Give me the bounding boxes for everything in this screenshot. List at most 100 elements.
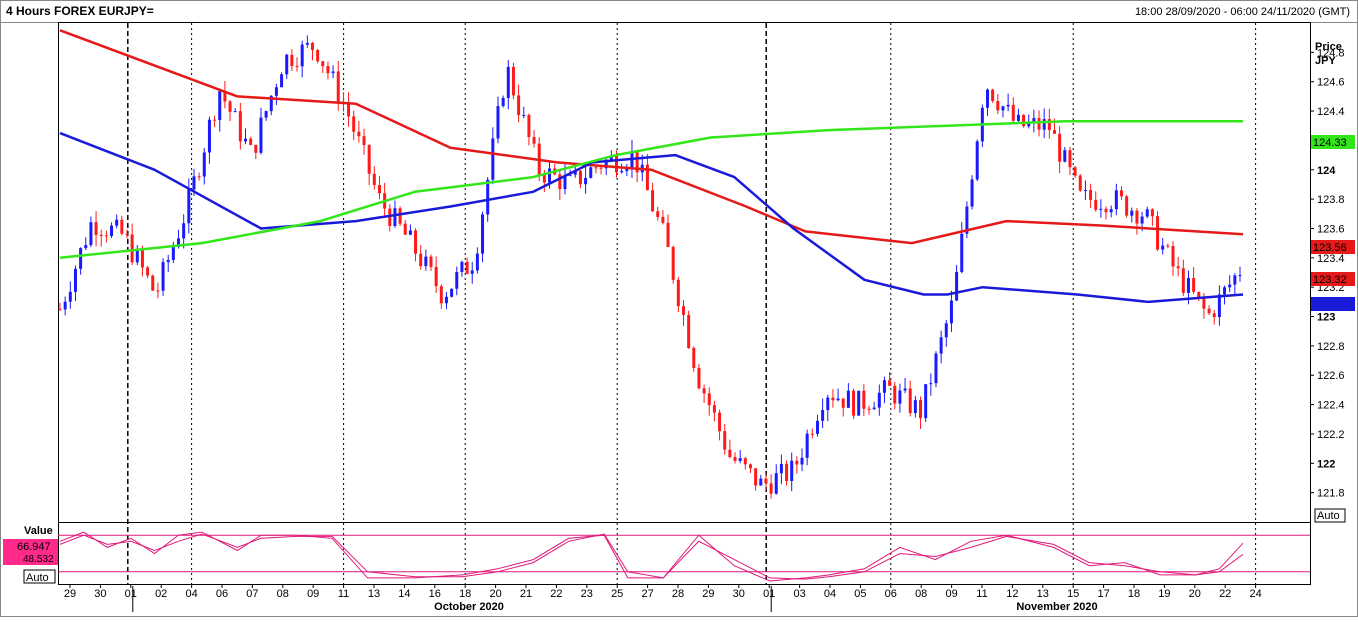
x-tick-label: 18 bbox=[1128, 588, 1140, 600]
candle-body bbox=[934, 353, 938, 384]
candle-body bbox=[73, 268, 77, 292]
candle-body bbox=[852, 390, 856, 416]
candle-body bbox=[568, 174, 572, 176]
candle-body bbox=[439, 286, 443, 304]
x-tick-label: 01 bbox=[125, 588, 137, 600]
candle-body bbox=[192, 176, 196, 190]
candle-body bbox=[651, 190, 655, 212]
x-tick-label: 08 bbox=[277, 588, 289, 600]
candle-body bbox=[388, 208, 392, 226]
candle-body bbox=[1171, 246, 1175, 267]
candle-body bbox=[635, 151, 639, 173]
candle-body bbox=[522, 114, 526, 116]
candle-body bbox=[919, 400, 923, 419]
indicator-tag bbox=[3, 539, 58, 565]
x-tick-label: 19 bbox=[1158, 588, 1170, 600]
candle-body bbox=[408, 230, 412, 235]
price-auto-button[interactable]: Auto bbox=[1314, 508, 1346, 523]
candle-body bbox=[414, 230, 418, 254]
candle-body bbox=[774, 473, 778, 494]
candle-body bbox=[1130, 210, 1134, 216]
candle-body bbox=[1089, 190, 1093, 200]
candle-body bbox=[939, 337, 943, 354]
candle-body bbox=[599, 167, 603, 169]
x-tick-label: 30 bbox=[733, 588, 745, 600]
candle-body bbox=[558, 174, 562, 190]
candle-body bbox=[1001, 106, 1005, 111]
candle-body bbox=[424, 256, 428, 267]
candle-body bbox=[872, 407, 876, 410]
candle-body bbox=[1202, 296, 1206, 309]
candle-body bbox=[511, 66, 515, 96]
candle-body bbox=[213, 119, 217, 121]
candle-body bbox=[244, 138, 248, 142]
candle-body bbox=[1063, 150, 1067, 162]
candle-body bbox=[723, 431, 727, 450]
candle-body bbox=[1037, 118, 1041, 130]
x-tick-label: 24 bbox=[1249, 588, 1261, 600]
candle-body bbox=[481, 214, 485, 254]
candle-body bbox=[1192, 278, 1196, 292]
candle-body bbox=[336, 71, 340, 103]
candle-body bbox=[393, 208, 397, 226]
candle-body bbox=[115, 219, 119, 226]
candle-body bbox=[862, 390, 866, 409]
ma-green-line bbox=[59, 120, 1243, 260]
candle-body bbox=[316, 49, 320, 62]
candle-body bbox=[743, 458, 747, 465]
candle-body bbox=[177, 238, 181, 247]
candle-body bbox=[1181, 268, 1185, 293]
candle-body bbox=[810, 433, 814, 435]
candle-body bbox=[857, 390, 861, 416]
candle-body bbox=[1233, 275, 1237, 285]
indicator-auto-button[interactable]: Auto bbox=[23, 569, 56, 584]
candle-body bbox=[238, 111, 242, 142]
candle-body bbox=[1083, 190, 1087, 191]
candle-body bbox=[166, 260, 170, 263]
candle-body bbox=[197, 176, 201, 178]
candle-body bbox=[419, 253, 423, 267]
candle-body bbox=[970, 179, 974, 207]
candle-body bbox=[1022, 114, 1026, 127]
candle-body bbox=[759, 478, 763, 486]
x-tick-label: 14 bbox=[398, 588, 410, 600]
candle-body bbox=[94, 222, 98, 235]
candle-body bbox=[84, 245, 88, 249]
candle-body bbox=[841, 398, 845, 408]
tag-red-ma: 123.56 bbox=[1311, 240, 1355, 254]
candle-body bbox=[429, 256, 433, 267]
candle-body bbox=[362, 136, 366, 146]
candle-body bbox=[1212, 313, 1216, 318]
candle-body bbox=[1166, 245, 1170, 247]
candle-body bbox=[975, 141, 979, 180]
candle-body bbox=[1176, 266, 1180, 269]
candle-body bbox=[223, 91, 227, 102]
candle-body bbox=[1140, 216, 1144, 224]
candle-body bbox=[450, 288, 454, 297]
x-tick-label: 17 bbox=[1097, 588, 1109, 600]
indicator bbox=[58, 531, 1310, 582]
candle-body bbox=[135, 250, 139, 263]
x-tick-label: 15 bbox=[1067, 588, 1079, 600]
x-tick-label: 27 bbox=[641, 588, 653, 600]
candle-body bbox=[955, 271, 959, 301]
candle-body bbox=[1073, 167, 1077, 176]
x-tick-label: 22 bbox=[1219, 588, 1231, 600]
candle-body bbox=[506, 66, 510, 98]
candle-body bbox=[1052, 130, 1056, 134]
x-tick-label: 04 bbox=[185, 588, 197, 600]
candle-body bbox=[949, 300, 953, 324]
candle-body bbox=[305, 42, 309, 45]
candle-body bbox=[233, 111, 237, 113]
x-tick-label: 05 bbox=[854, 588, 866, 600]
candle-body bbox=[310, 42, 314, 50]
candle-body bbox=[1207, 308, 1211, 314]
candle-body bbox=[1228, 284, 1232, 288]
candle-body bbox=[815, 420, 819, 434]
candle-body bbox=[1145, 209, 1149, 217]
moving-averages bbox=[59, 29, 1244, 304]
candle-body bbox=[1068, 150, 1072, 168]
x-tick-label: 16 bbox=[429, 588, 441, 600]
candle-body bbox=[965, 206, 969, 234]
